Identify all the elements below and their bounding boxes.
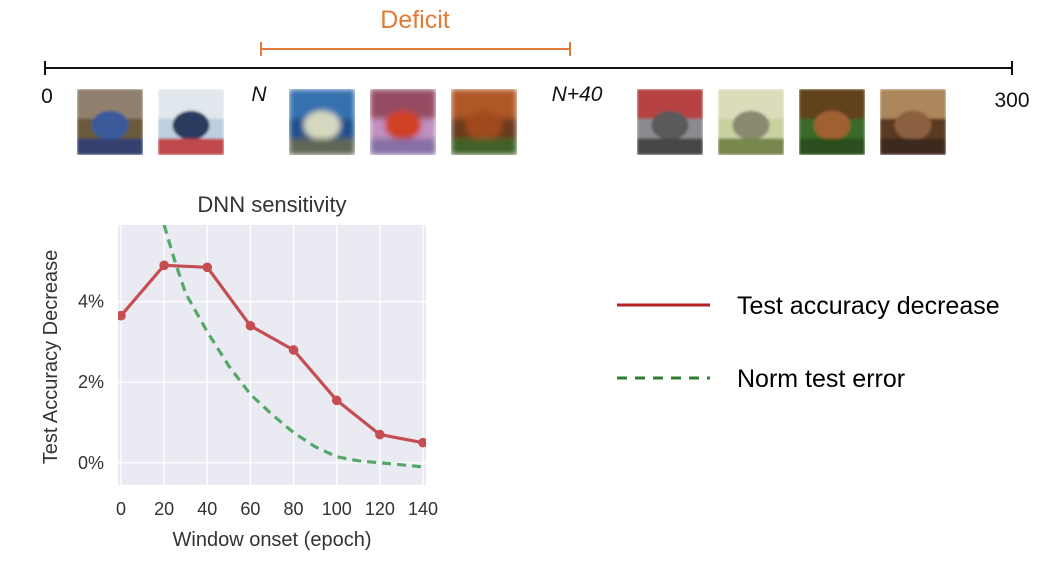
blurred-thumbnail-3 <box>451 89 517 155</box>
x-tick-label: 140 <box>408 499 438 519</box>
x-tick-label: 100 <box>322 499 352 519</box>
timeline-start-label: 0 <box>41 85 53 108</box>
horse-thumbnail <box>799 89 865 155</box>
timeline-end-label: 300 <box>994 89 1029 112</box>
deficit-bracket <box>260 42 571 56</box>
blurred-thumbnail-2 <box>370 89 436 155</box>
data-point <box>118 310 126 321</box>
timeline: Deficit 0 300 N N+40 <box>41 6 1030 155</box>
deficit-end-label: N+40 <box>552 83 603 106</box>
legend-item: Norm test error <box>617 365 905 393</box>
x-axis-label: Window onset (epoch) <box>173 529 372 551</box>
legend-label: Test accuracy decrease <box>737 292 1000 320</box>
x-tick-label: 40 <box>197 499 217 519</box>
deficit-start-label: N <box>251 83 267 106</box>
dnn-sensitivity-chart: DNN sensitivity 0 20 40 60 80 100 120 140 0% 2% 4… <box>40 192 438 551</box>
x-tick-label: 0 <box>116 499 126 519</box>
blurred-thumbnail-1 <box>289 89 355 155</box>
data-point <box>202 262 213 273</box>
legend-label: Norm test error <box>737 365 905 393</box>
frog-thumbnail <box>880 89 946 155</box>
data-point <box>288 345 299 355</box>
thumbnail-strip <box>77 89 946 155</box>
legend-item: Test accuracy decrease <box>617 292 1000 320</box>
y-tick-label: 4% <box>78 292 104 312</box>
cat-thumbnail <box>77 89 143 155</box>
chart-legend: Test accuracy decrease Norm test error <box>617 292 1000 393</box>
deficit-label: Deficit <box>380 6 450 34</box>
timeline-axis <box>44 61 1013 75</box>
x-tick-label: 80 <box>284 499 304 519</box>
series-line-1 <box>119 263 425 445</box>
x-tick-label: 20 <box>154 499 174 519</box>
y-axis-label: Test Accuracy Decrease <box>40 250 62 465</box>
x-tick-labels: 0 20 40 60 80 100 120 140 <box>116 499 438 519</box>
x-tick-label: 120 <box>365 499 395 519</box>
ship-thumbnail <box>158 89 224 155</box>
series-layer <box>118 225 426 469</box>
bird-thumbnail <box>718 89 784 155</box>
series-line-2 <box>162 225 424 469</box>
data-point <box>245 320 256 331</box>
data-point <box>375 429 385 440</box>
y-tick-label: 2% <box>78 372 104 392</box>
data-point <box>331 395 342 406</box>
plot-area <box>118 225 426 485</box>
x-tick-label: 60 <box>240 499 260 519</box>
chart-title: DNN sensitivity <box>197 192 346 217</box>
y-tick-labels: 0% 2% 4% <box>78 292 104 473</box>
data-point <box>418 437 426 448</box>
data-point <box>159 260 169 271</box>
truck-thumbnail <box>637 89 703 155</box>
y-tick-label: 0% <box>78 453 104 473</box>
